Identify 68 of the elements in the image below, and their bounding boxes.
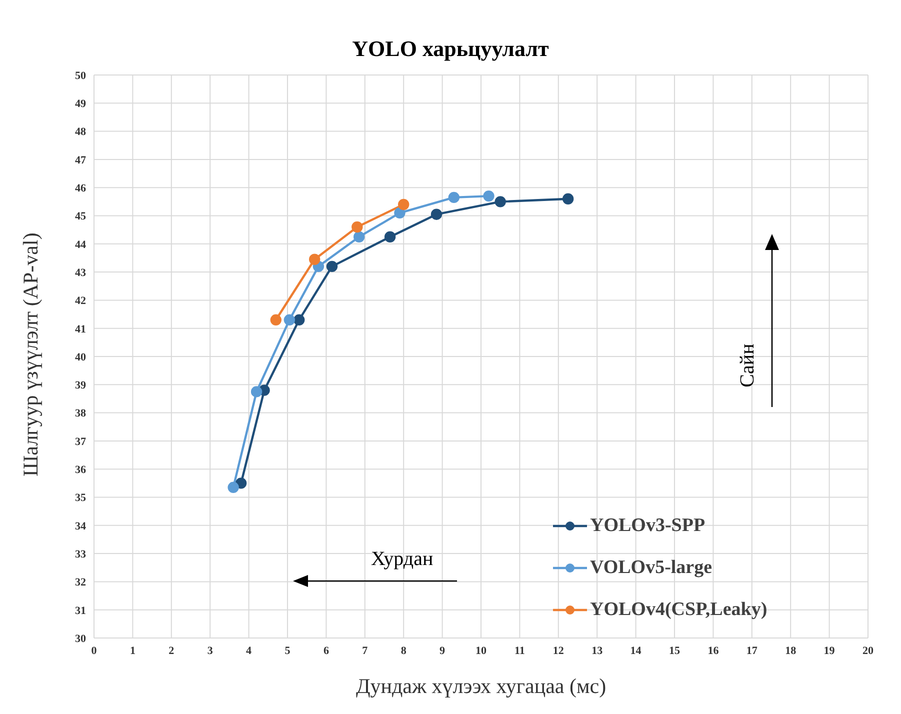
point: [308, 254, 320, 265]
point: [430, 208, 442, 220]
x-tick-label: 2: [168, 644, 175, 657]
point: [483, 190, 494, 202]
x-tick-label: 1: [130, 644, 136, 657]
x-tick-label: 15: [669, 644, 680, 657]
y-tick-label: 46: [75, 182, 86, 195]
x-tick-label: 13: [592, 644, 604, 657]
y-tick-label: 49: [75, 98, 86, 110]
y-tick-label: 41: [75, 323, 86, 336]
x-tick-label: 18: [785, 644, 797, 657]
y-tick-label: 39: [75, 380, 86, 392]
legend-label: YOLOv3-SPP: [590, 514, 706, 538]
point: [284, 314, 296, 326]
y-tick-label: 38: [75, 408, 86, 420]
x-tick-label: 9: [440, 644, 446, 657]
x-tick-label: 4: [246, 644, 252, 657]
y-tick-label: 37: [75, 436, 86, 448]
x-axis-title: Дундаж хүлээх хугацаа (мс): [356, 674, 606, 698]
x-tick-label: 8: [400, 644, 407, 657]
point: [562, 193, 574, 204]
y-tick-label: 35: [75, 492, 86, 504]
point: [326, 260, 338, 272]
point: [235, 478, 247, 489]
legend-label: VOLOv5-large: [590, 556, 712, 580]
x-tick-label: 19: [824, 644, 836, 657]
point: [352, 221, 363, 233]
legend-label: YOLOv4(CSP,Leaky): [590, 598, 768, 622]
y-tick-label: 30: [75, 632, 86, 645]
x-tick-label: 16: [708, 644, 720, 657]
point: [494, 196, 506, 208]
point: [384, 231, 396, 242]
y-tick-label: 31: [75, 604, 86, 617]
y-tick-label: 32: [75, 576, 86, 589]
y-tick-label: 50: [75, 70, 86, 82]
x-tick-label: 0: [91, 644, 98, 657]
x-tick-label: 14: [630, 644, 642, 657]
point: [270, 314, 282, 326]
y-tick-label: 43: [75, 266, 86, 279]
y-tick-label: 44: [75, 238, 86, 251]
y-tick-label: 42: [75, 295, 86, 308]
x-tick-label: 6: [323, 644, 330, 657]
point: [250, 386, 262, 398]
y-tick-label: 33: [75, 548, 86, 560]
x-tick-label: 7: [362, 644, 368, 657]
point: [398, 198, 410, 210]
x-tick-label: 17: [746, 644, 758, 657]
x-tick-label: 11: [514, 644, 525, 657]
y-tick-label: 40: [75, 351, 86, 364]
x-tick-label: 10: [476, 644, 487, 657]
point: [394, 207, 406, 219]
point: [353, 231, 365, 242]
x-tick-label: 5: [284, 644, 291, 657]
y-tick-label: 45: [75, 210, 86, 223]
chart-title: YOLO харьцуулалт: [351, 36, 550, 62]
annotation: Сайн: [736, 342, 760, 390]
point: [448, 192, 460, 204]
y-tick-label: 34: [75, 520, 86, 532]
annotation: Хурдан: [371, 548, 434, 571]
y-axis-title: Шалгуур үзүүлэлт (AP-val): [18, 232, 42, 476]
point: [228, 482, 239, 493]
y-tick-label: 36: [75, 464, 86, 476]
x-tick-label: 20: [862, 644, 874, 657]
x-tick-label: 12: [552, 644, 564, 657]
y-tick-label: 47: [75, 154, 86, 166]
y-tick-label: 48: [75, 126, 86, 138]
x-tick-label: 3: [207, 644, 214, 657]
point: [294, 314, 305, 326]
